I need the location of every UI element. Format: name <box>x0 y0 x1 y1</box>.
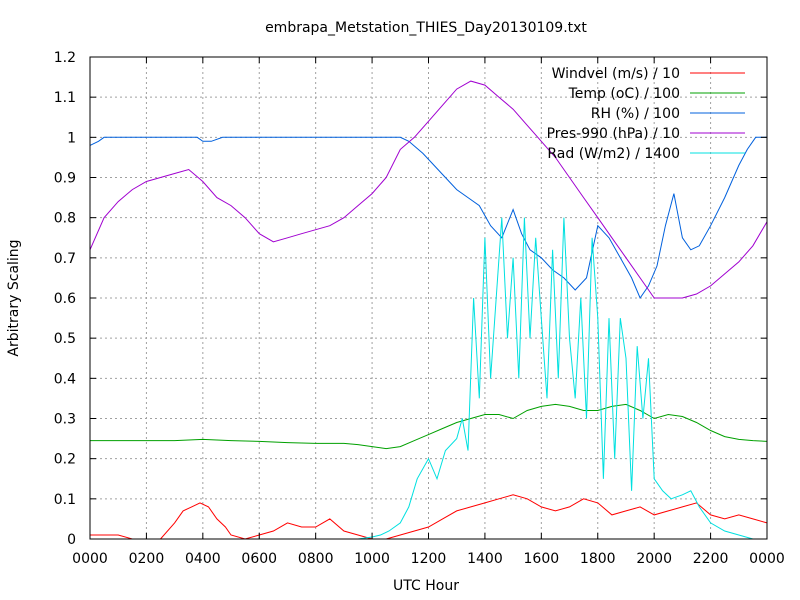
series-group <box>89 80 768 540</box>
y-tick-label: 0.4 <box>54 371 76 387</box>
legend-label: Windvel (m/s) / 10 <box>552 66 680 82</box>
x-tick-label: 1800 <box>580 551 616 567</box>
series-line-windvel <box>90 494 768 540</box>
x-tick-label: 2000 <box>636 551 672 567</box>
x-tick-label: 0000 <box>72 551 108 567</box>
y-tick-label: 0.8 <box>54 211 76 227</box>
legend-label: RH (%) / 100 <box>591 106 680 122</box>
x-tick-label: 1600 <box>524 551 560 567</box>
y-tick-label: 0.9 <box>54 171 76 187</box>
x-tick-label: 0200 <box>129 551 165 567</box>
x-tick-label: 1200 <box>411 551 447 567</box>
x-axis-label: UTC Hour <box>393 578 459 594</box>
x-tick-labels: 0000 0200 0400 0600 0800 1000 1200 1400 1600 1800… <box>72 551 785 567</box>
x-tick-label: 0400 <box>185 551 221 567</box>
y-tick-label: 0.7 <box>54 251 76 267</box>
axis-ticks <box>89 56 768 540</box>
legend-label: Rad (W/m2) / 1400 <box>547 146 680 162</box>
y-tick-label: 0.1 <box>54 492 76 508</box>
series-line-temp <box>90 403 768 450</box>
x-tick-label: 2200 <box>693 551 729 567</box>
y-tick-labels: 0 0.1 0.2 0.3 0.4 0.5 0.6 0.7 0.8 0.9 1 1.1 1.2 <box>54 50 76 548</box>
y-tick-label: 1 <box>67 130 76 146</box>
x-tick-label: 0600 <box>241 551 277 567</box>
legend-label: Pres-990 (hPa) / 10 <box>547 126 680 142</box>
x-tick-label: 0000 <box>749 551 785 567</box>
x-tick-label: 1400 <box>467 551 503 567</box>
y-tick-label: 1.1 <box>54 90 76 106</box>
series-line-rh <box>89 136 767 300</box>
y-tick-label: 1.2 <box>54 50 76 66</box>
y-tick-label: 0.3 <box>54 412 76 428</box>
y-tick-label: 0.5 <box>54 331 76 347</box>
chart-title: embrapa_Metstation_THIES_Day20130109.txt <box>265 20 587 36</box>
y-tick-label: 0.2 <box>54 452 76 468</box>
legend: Windvel (m/s) / 10 Temp (oC) / 100 RH (%) … <box>547 66 745 162</box>
y-tick-label: 0.6 <box>54 291 76 307</box>
y-axis-label: Arbitrary Scaling <box>6 239 22 356</box>
y-tick-label: 0 <box>67 532 76 548</box>
x-tick-label: 1000 <box>354 551 390 567</box>
x-tick-label: 0800 <box>298 551 334 567</box>
series-line-pres990 <box>89 80 768 299</box>
series-line-rad <box>90 217 767 540</box>
legend-label: Temp (oC) / 100 <box>568 86 680 102</box>
